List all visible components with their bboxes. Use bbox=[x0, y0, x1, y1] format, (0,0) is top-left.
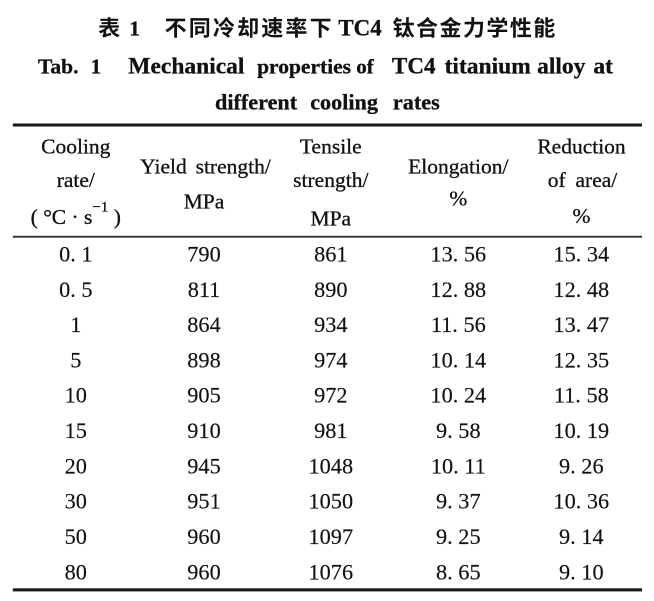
svg-text:%: % bbox=[449, 187, 467, 211]
svg-text:898: 898 bbox=[187, 347, 220, 372]
svg-text:951: 951 bbox=[187, 489, 220, 514]
svg-text:0. 1: 0. 1 bbox=[59, 242, 92, 267]
svg-text:0. 5: 0. 5 bbox=[59, 277, 92, 302]
svg-text:910: 910 bbox=[187, 418, 220, 443]
svg-text:1050: 1050 bbox=[309, 489, 354, 514]
svg-text:934: 934 bbox=[314, 312, 347, 337]
svg-text:1097: 1097 bbox=[309, 524, 354, 549]
svg-text:30: 30 bbox=[65, 489, 87, 514]
svg-text:Tensile: Tensile bbox=[300, 134, 362, 158]
svg-text:864: 864 bbox=[187, 312, 220, 337]
svg-text:5: 5 bbox=[70, 347, 81, 372]
svg-text:10: 10 bbox=[65, 383, 87, 408]
svg-text:%: % bbox=[573, 204, 591, 228]
svg-text:TC4: TC4 bbox=[338, 16, 382, 41]
svg-text:1: 1 bbox=[91, 54, 102, 78]
svg-text:1076: 1076 bbox=[309, 559, 354, 584]
svg-text:890: 890 bbox=[314, 277, 347, 302]
svg-text:MPa: MPa bbox=[310, 206, 351, 230]
svg-text:10. 36: 10. 36 bbox=[553, 489, 609, 514]
svg-text:10. 11: 10. 11 bbox=[431, 453, 486, 478]
svg-text:15. 34: 15. 34 bbox=[553, 242, 609, 267]
svg-text:1: 1 bbox=[70, 312, 81, 337]
svg-text:974: 974 bbox=[314, 347, 347, 372]
svg-text:20: 20 bbox=[65, 453, 87, 478]
svg-text:titanium: titanium bbox=[445, 53, 532, 79]
svg-text:10. 19: 10. 19 bbox=[553, 418, 609, 443]
svg-text:811: 811 bbox=[188, 277, 221, 302]
svg-text:11. 58: 11. 58 bbox=[554, 383, 609, 408]
svg-text:at: at bbox=[593, 53, 613, 79]
svg-text:50: 50 bbox=[65, 524, 87, 549]
svg-text:rate/: rate/ bbox=[57, 168, 95, 192]
svg-text:of area/: of area/ bbox=[548, 168, 618, 192]
svg-text:( °C · s−1 ): ( °C · s−1 ) bbox=[31, 200, 121, 230]
svg-text:9. 10: 9. 10 bbox=[559, 559, 604, 584]
svg-text:960: 960 bbox=[187, 559, 220, 584]
svg-text:Mechanical: Mechanical bbox=[128, 53, 245, 79]
svg-text:9. 26: 9. 26 bbox=[559, 453, 604, 478]
svg-text:9. 58: 9. 58 bbox=[436, 418, 481, 443]
svg-text:905: 905 bbox=[187, 383, 220, 408]
svg-text:1048: 1048 bbox=[309, 453, 354, 478]
svg-text:972: 972 bbox=[314, 383, 347, 408]
svg-text:13. 47: 13. 47 bbox=[553, 312, 609, 337]
svg-text:15: 15 bbox=[65, 418, 87, 443]
svg-text:13. 56: 13. 56 bbox=[430, 242, 486, 267]
svg-text:alloy: alloy bbox=[537, 53, 586, 79]
svg-text:Tab.: Tab. bbox=[38, 54, 78, 78]
svg-text:Yield strength/: Yield strength/ bbox=[140, 154, 271, 178]
svg-text:cooling: cooling bbox=[310, 89, 378, 114]
svg-text:Elongation/: Elongation/ bbox=[408, 154, 508, 178]
svg-text:different: different bbox=[215, 89, 298, 114]
svg-text:9. 37: 9. 37 bbox=[436, 489, 481, 514]
svg-text:12. 48: 12. 48 bbox=[553, 277, 609, 302]
svg-text:Reduction: Reduction bbox=[537, 134, 626, 158]
svg-text:11. 56: 11. 56 bbox=[431, 312, 486, 337]
svg-text:790: 790 bbox=[187, 242, 220, 267]
svg-text:rates: rates bbox=[393, 89, 440, 114]
svg-text:properties: properties bbox=[257, 54, 351, 78]
svg-text:861: 861 bbox=[314, 242, 347, 267]
svg-text:960: 960 bbox=[187, 524, 220, 549]
svg-text:8. 65: 8. 65 bbox=[436, 559, 481, 584]
svg-text:of: of bbox=[356, 54, 375, 78]
svg-text:80: 80 bbox=[65, 559, 87, 584]
svg-text:10. 24: 10. 24 bbox=[430, 383, 486, 408]
svg-text:1: 1 bbox=[129, 17, 140, 41]
svg-text:strength/: strength/ bbox=[293, 168, 368, 192]
svg-text:12. 88: 12. 88 bbox=[430, 277, 486, 302]
svg-text:MPa: MPa bbox=[184, 189, 225, 213]
svg-text:945: 945 bbox=[187, 453, 220, 478]
svg-text:981: 981 bbox=[314, 418, 347, 443]
svg-text:Cooling: Cooling bbox=[41, 134, 111, 158]
svg-text:9. 25: 9. 25 bbox=[436, 524, 481, 549]
svg-text:TC4: TC4 bbox=[392, 53, 436, 78]
svg-text:12. 35: 12. 35 bbox=[553, 347, 609, 372]
svg-text:10. 14: 10. 14 bbox=[430, 347, 486, 372]
svg-text:9. 14: 9. 14 bbox=[559, 524, 604, 549]
